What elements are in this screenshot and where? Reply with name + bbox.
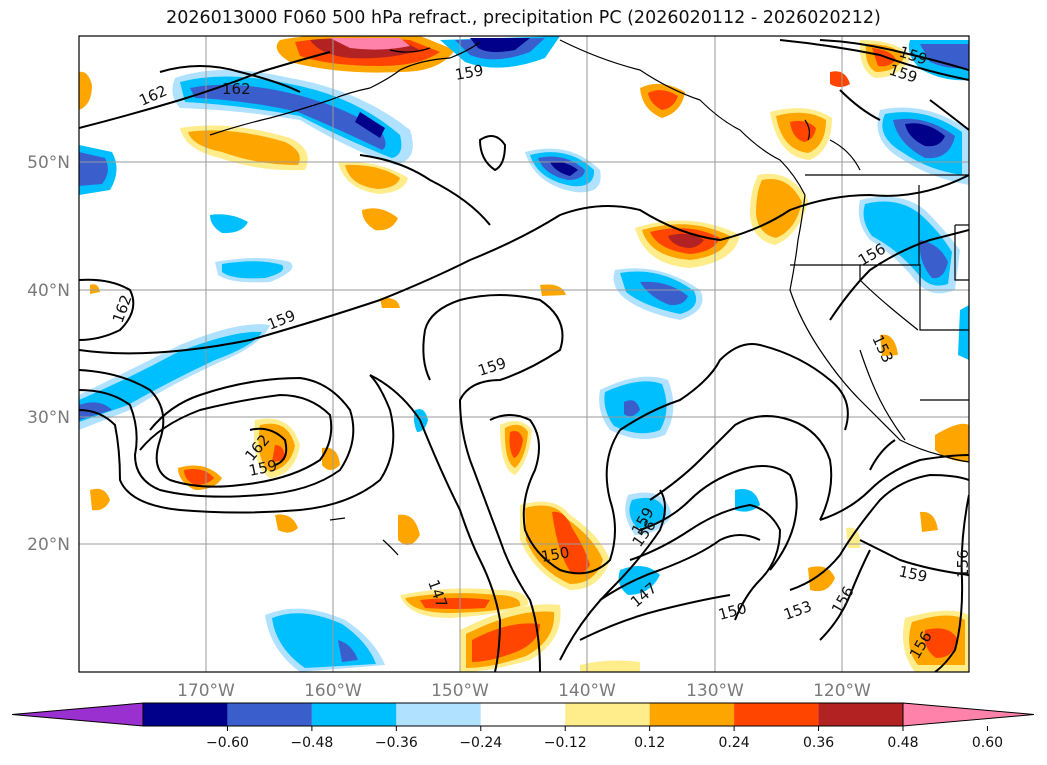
contour-label: 150 — [540, 543, 571, 566]
colorbar-swatch — [649, 703, 735, 726]
contour-label: 162 — [222, 80, 251, 98]
colorbar-tick-label: 0.24 — [719, 735, 750, 751]
colorbar-outline — [142, 702, 904, 727]
colorbar-tick-label: 0.36 — [803, 735, 834, 751]
lon-label: 130°W — [686, 681, 744, 701]
lon-label: 160°W — [304, 681, 362, 701]
colorbar-tick-label: 0.12 — [634, 735, 665, 751]
colorbar-swatch — [396, 703, 481, 726]
colorbar-tick-label: −0.24 — [459, 735, 502, 751]
lon-label: 120°W — [813, 681, 871, 701]
contour-label: 159 — [897, 562, 929, 586]
colorbar-swatch — [143, 703, 228, 726]
lon-label: 140°W — [558, 681, 616, 701]
colorbar-swatch — [818, 703, 903, 726]
contour-lines — [79, 39, 969, 672]
lat-label: 20°N — [27, 535, 70, 555]
lat-label: 40°N — [27, 281, 70, 301]
colorbar-tick-label: 0.48 — [887, 735, 918, 751]
lat-label: 30°N — [27, 408, 70, 428]
lon-label: 150°W — [431, 681, 489, 701]
colorbar-swatch — [311, 703, 397, 726]
lon-label: 170°W — [177, 681, 235, 701]
contour-label: 159 — [454, 61, 485, 84]
longitude-labels: 170°W 160°W 150°W 140°W 130°W 120°W — [177, 681, 871, 701]
colorbar: −0.60 −0.48 −0.36 −0.24 −0.12 0.12 0.24 0.36 0.4… — [11, 702, 1035, 751]
colorbar-tick-label: −0.48 — [290, 735, 333, 751]
contour-label: 159 — [247, 456, 279, 480]
precipitation-shading — [79, 36, 969, 672]
coastlines — [209, 39, 969, 556]
colorbar-tick-label: −0.12 — [544, 735, 587, 751]
colorbar-swatch — [734, 703, 819, 726]
colorbar-tick-label: −0.60 — [206, 735, 249, 751]
map-frame — [78, 35, 970, 673]
lat-label: 50°N — [27, 153, 70, 173]
colorbar-swatch — [565, 703, 650, 726]
colorbar-swatch — [227, 703, 312, 726]
colorbar-extend-low — [11, 702, 144, 727]
contour-label: 156 — [954, 549, 972, 578]
colorbar-swatch — [480, 703, 566, 726]
colorbar-tick-label: 0.60 — [972, 735, 1003, 751]
latitude-labels: 50°N 40°N 30°N 20°N — [27, 153, 70, 555]
colorbar-tick-label: −0.36 — [375, 735, 418, 751]
colorbar-extend-high — [902, 702, 1035, 727]
map-title: 2026013000 F060 500 hPa refract., precip… — [166, 8, 881, 28]
